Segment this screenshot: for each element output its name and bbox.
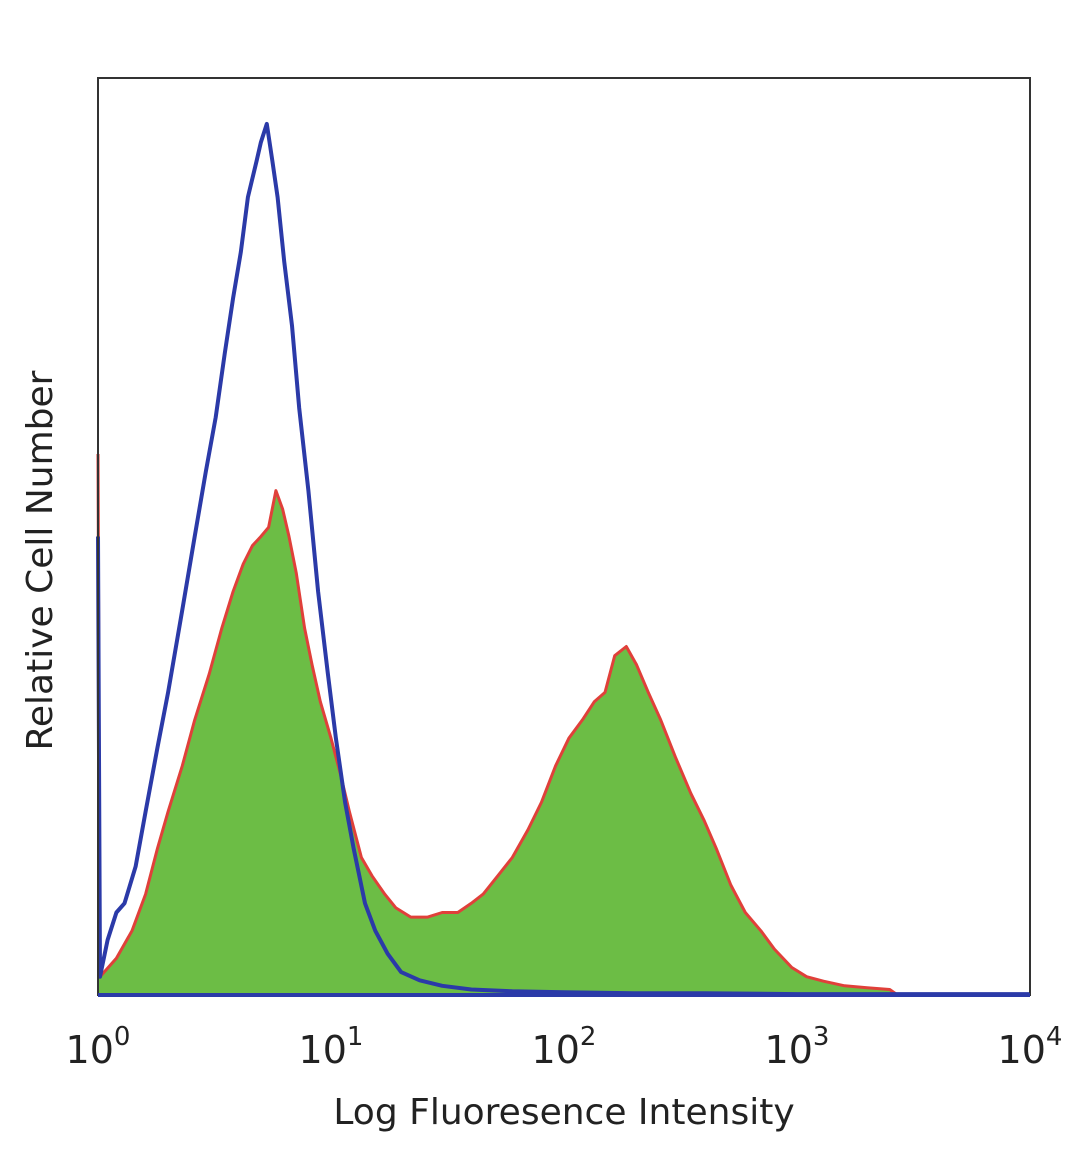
x-tick-label-2: 102 bbox=[532, 1022, 597, 1072]
y-axis-title: Relative Cell Number bbox=[20, 370, 61, 750]
x-axis-ticks: 100 101 102 103 104 bbox=[66, 1022, 1063, 1072]
x-tick-label-1: 101 bbox=[299, 1022, 364, 1072]
series-0-line bbox=[96, 121, 1030, 997]
x-tick-label-0: 100 bbox=[66, 1022, 131, 1072]
x-tick-label-3: 103 bbox=[765, 1022, 830, 1072]
x-axis-title: Log Fluoresence Intensity bbox=[333, 1092, 794, 1133]
series-layer bbox=[96, 121, 1030, 997]
x-tick-label-4: 104 bbox=[998, 1022, 1063, 1072]
series-1-area bbox=[98, 454, 898, 995]
series-1-edge bbox=[96, 453, 899, 997]
